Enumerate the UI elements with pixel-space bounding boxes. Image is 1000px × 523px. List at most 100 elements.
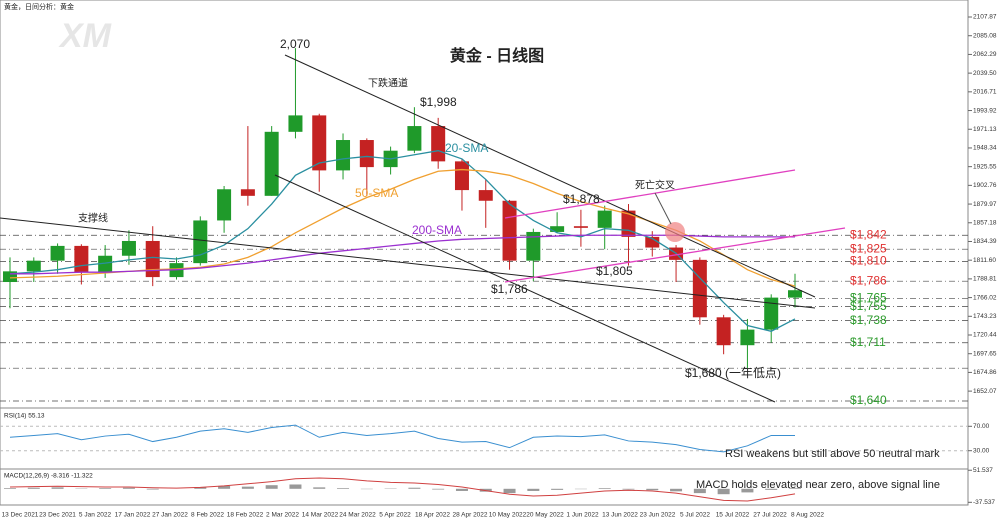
macd-bar	[622, 488, 635, 490]
candle-body	[3, 271, 17, 283]
annotation: $1,998	[420, 95, 457, 109]
macd-bar	[337, 488, 350, 489]
y-tick-label: 1857.18	[973, 219, 997, 226]
macd-bar	[408, 487, 421, 489]
level-label: $1,755	[850, 299, 887, 313]
macd-bar	[527, 488, 540, 491]
annotation: $1,805	[596, 264, 633, 278]
annotation: 下跌通道	[368, 77, 408, 90]
macd-bar	[4, 488, 16, 489]
y-tick-label: 2107.87	[973, 14, 997, 21]
channel-bottom	[274, 174, 776, 403]
x-tick-label: 1 Jun 2022	[566, 512, 599, 519]
candle-body	[359, 140, 374, 168]
sma-line	[10, 234, 795, 275]
y-tick-label: 1788.81	[973, 276, 997, 283]
y-tick-label: 1674.86	[973, 369, 997, 376]
candle-body	[740, 329, 755, 346]
macd-bar	[455, 488, 468, 491]
sma-line	[9, 150, 796, 332]
y-tick-label: 1948.34	[973, 145, 997, 152]
candle-body	[288, 115, 303, 132]
level-label: $1,765	[850, 291, 887, 305]
macd-label: MACD(12,26,9) -8.316 -11.322	[4, 473, 93, 480]
y-tick-label: 1925.55	[973, 163, 997, 170]
candle-body	[550, 226, 565, 232]
y-tick-label: -37.537	[973, 499, 995, 506]
y-tick-label: 2085.08	[973, 32, 997, 39]
chart-title: 黄金 - 日线图	[450, 46, 544, 65]
level-label: $1,810	[850, 254, 887, 268]
candle-body	[407, 126, 422, 151]
x-tick-label: 18 Feb 2022	[227, 512, 264, 519]
header: 黄金，日间分析：黄金	[4, 2, 74, 11]
x-tick-label: 13 Jun 2022	[602, 512, 638, 519]
y-tick-label: 1902.76	[973, 182, 997, 189]
y-tick-label: 1811.60	[973, 257, 996, 264]
x-tick-label: 15 Jul 2022	[716, 512, 750, 519]
macd-bar	[503, 488, 516, 494]
macd-bar	[289, 484, 302, 489]
candle-body	[312, 115, 327, 171]
macd-bar	[646, 488, 659, 491]
candle-body	[98, 255, 113, 273]
y-tick-label: 1993.92	[973, 107, 997, 114]
arrow	[654, 192, 672, 225]
annotation: $1,786	[491, 282, 528, 296]
level-label: $1,786	[850, 273, 887, 287]
y-tick-label: 1766.02	[973, 294, 997, 301]
series-label: 50-SMA	[355, 186, 398, 200]
x-tick-label: 13 Dec 2021	[2, 512, 39, 519]
level-label: $1,711	[850, 335, 886, 349]
channel-top	[284, 54, 816, 298]
macd-bar	[194, 487, 207, 489]
macd-bar	[27, 487, 40, 489]
x-tick-label: 28 Apr 2022	[452, 512, 487, 519]
y-tick-label: 51.537	[973, 467, 993, 474]
death-cross-marker	[665, 222, 685, 242]
candle-body	[145, 240, 160, 278]
macd-note: MACD holds elevated near zero, above sig…	[696, 479, 940, 491]
macd-bar	[717, 488, 730, 495]
macd-bar	[789, 488, 801, 489]
candle-body	[692, 259, 707, 318]
x-tick-label: 2 Mar 2022	[266, 512, 299, 519]
y-tick-label: 2039.50	[973, 70, 997, 77]
series-label: 200-SMA	[412, 223, 462, 237]
x-tick-label: 27 Jul 2022	[753, 512, 787, 519]
macd-bar	[598, 488, 611, 489]
x-tick-label: 14 Mar 2022	[302, 512, 339, 519]
candle-body	[50, 245, 65, 261]
candle-body	[597, 210, 612, 228]
level-label: $1,738	[850, 313, 887, 327]
candle-body	[264, 131, 279, 196]
level-label: $1,825	[850, 241, 887, 255]
macd-bar	[313, 487, 326, 489]
macd-bar	[241, 486, 254, 489]
rsi-line	[9, 424, 795, 453]
y-tick-label: 1652.07	[973, 388, 997, 395]
candle-body	[645, 236, 660, 248]
annotation: 2,070	[280, 37, 310, 51]
candle-body	[74, 245, 89, 273]
candle-body	[431, 126, 446, 162]
macd-bar	[122, 487, 135, 489]
level-label: $1,640	[850, 393, 887, 407]
candle-body	[240, 189, 255, 196]
macd-bar	[551, 488, 564, 490]
macd-bar	[670, 488, 683, 492]
x-tick-label: 8 Feb 2022	[191, 512, 224, 519]
support-line	[0, 217, 816, 309]
y-tick-label: 30.00	[973, 447, 990, 454]
macd-bar	[693, 488, 706, 494]
candle-body	[217, 189, 232, 221]
candle-body	[454, 161, 469, 191]
y-tick-label: 2016.71	[973, 89, 997, 96]
x-tick-label: 5 Apr 2022	[379, 512, 411, 519]
candle-body	[573, 226, 588, 228]
candle-body	[502, 200, 517, 261]
x-tick-label: 20 May 2022	[526, 512, 564, 519]
y-tick-label: 1834.39	[973, 238, 997, 245]
rising-line	[504, 169, 796, 219]
